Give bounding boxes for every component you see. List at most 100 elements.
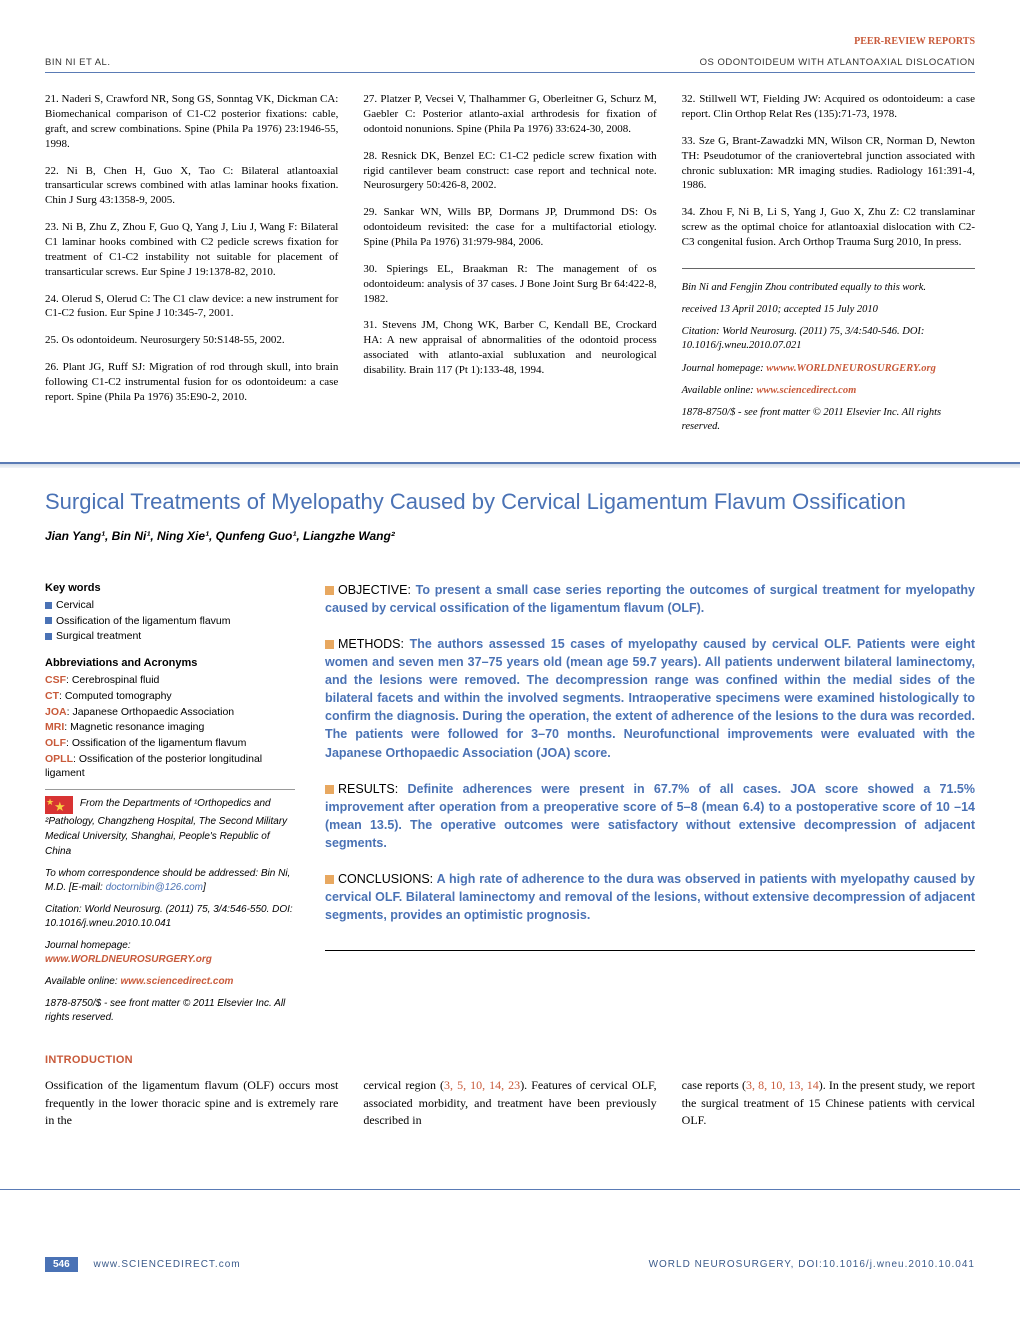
abbreviation-item: JOA: Japanese Orthopaedic Association — [45, 705, 295, 720]
bullet-icon — [325, 785, 334, 794]
abstract-divider — [325, 950, 975, 951]
references-col-3: 32. Stillwell WT, Fielding JW: Acquired … — [682, 92, 975, 442]
body-text-span: cervical region ( — [363, 1078, 444, 1092]
references-col-1: 21. Naderi S, Crawford NR, Song GS, Sonn… — [45, 92, 338, 442]
abbreviation-item: MRI: Magnetic resonance imaging — [45, 720, 295, 735]
section-divider — [0, 462, 1020, 468]
abbr-term: JOA — [45, 706, 67, 718]
reference-item: 32. Stillwell WT, Fielding JW: Acquired … — [682, 92, 975, 122]
abbr-def: Japanese Orthopaedic Association — [72, 706, 234, 718]
header-article-title: OS ODONTOIDEUM WITH ATLANTOAXIAL DISLOCA… — [700, 56, 975, 70]
abbr-def: Ossification of the ligamentum flavum — [72, 737, 247, 749]
header-authors: BIN NI ET AL. — [45, 56, 110, 70]
footer-site: www.SCIENCEDIRECT.com — [93, 1259, 240, 1270]
abstract-label: METHODS: — [338, 637, 404, 651]
homepage-label: Journal homepage: — [682, 363, 767, 374]
introduction-heading: INTRODUCTION — [45, 1053, 975, 1069]
abbr-term: OPLL — [45, 753, 73, 765]
bullet-icon — [325, 586, 334, 595]
reference-item: 22. Ni B, Chen H, Guo X, Tao C: Bilatera… — [45, 164, 338, 209]
available-label: Available online: — [682, 385, 757, 396]
header-peer-review: PEER-REVIEW REPORTS — [45, 35, 975, 50]
affiliation-text: From the Departments of ¹Orthopedics and… — [45, 798, 287, 857]
citation-info: Citation: World Neurosurg. (2011) 75, 3/… — [45, 903, 295, 931]
article-title: Surgical Treatments of Myelopathy Caused… — [45, 486, 975, 518]
abbr-def: Magnetic resonance imaging — [70, 721, 204, 733]
page-footer: 546 www.SCIENCEDIRECT.com WORLD NEUROSUR… — [45, 1250, 975, 1273]
abbreviations-heading: Abbreviations and Acronyms — [45, 656, 295, 671]
references-section: 21. Naderi S, Crawford NR, Song GS, Sonn… — [45, 77, 975, 462]
footer-divider — [0, 1189, 1020, 1190]
sciencedirect-link[interactable]: www.sciencedirect.com — [756, 385, 856, 396]
reference-item: 30. Spierings EL, Braakman R: The manage… — [363, 262, 656, 307]
abbr-def: Cerebrospinal fluid — [72, 674, 160, 686]
bullet-icon — [325, 640, 334, 649]
bullet-icon — [45, 633, 52, 640]
keyword-text: Cervical — [56, 599, 94, 611]
abbr-term: OLF — [45, 737, 66, 749]
abstract-label: RESULTS: — [338, 782, 398, 796]
abstract-label: CONCLUSIONS: — [338, 872, 433, 886]
abstract-section: OBJECTIVE: To present a small case serie… — [325, 581, 975, 1034]
reference-item: 24. Olerud S, Olerud C: The C1 claw devi… — [45, 292, 338, 322]
bullet-icon — [45, 617, 52, 624]
reference-links[interactable]: 3, 5, 10, 14, 23 — [444, 1078, 520, 1092]
homepage-info: Journal homepage: www.WORLDNEUROSURGERY.… — [45, 939, 295, 967]
keyword-item: Ossification of the ligamentum flavum — [45, 614, 295, 629]
reference-item: 21. Naderi S, Crawford NR, Song GS, Sonn… — [45, 92, 338, 151]
abbr-term: CSF — [45, 674, 66, 686]
available-info: Available online: www.sciencedirect.com — [45, 975, 295, 989]
abstract-text: To present a small case series reporting… — [325, 583, 975, 615]
contribution-note: Bin Ni and Fengjin Zhou contributed equa… — [682, 281, 975, 295]
abbreviation-item: OPLL: Ossification of the posterior long… — [45, 752, 295, 781]
journal-homepage: Journal homepage: wwww.WORLDNEUROSURGERY… — [682, 362, 975, 376]
keyword-item: Cervical — [45, 598, 295, 613]
homepage-link[interactable]: wwww.WORLDNEUROSURGERY.org — [766, 363, 936, 374]
abstract-label: OBJECTIVE: — [338, 583, 411, 597]
reference-item: 25. Os odontoideum. Neurosurgery 50:S148… — [45, 333, 338, 348]
bullet-icon — [45, 602, 52, 609]
abstract-methods: METHODS: The authors assessed 15 cases o… — [325, 635, 975, 762]
reference-item: 23. Ni B, Zhu Z, Zhou F, Guo Q, Yang J, … — [45, 220, 338, 279]
reference-item: 26. Plant JG, Ruff SJ: Migration of rod … — [45, 360, 338, 405]
received-date: received 13 April 2010; accepted 15 July… — [682, 303, 975, 317]
email-link[interactable]: doctornibin@126.com — [106, 882, 203, 893]
body-text-span: case reports ( — [682, 1078, 746, 1092]
sidebar: Key words Cervical Ossification of the l… — [45, 581, 295, 1034]
reference-item: 27. Platzer P, Vecsei V, Thalhammer G, O… — [363, 92, 656, 137]
available-label: Available online: — [45, 976, 120, 987]
correspondence: To whom correspondence should be address… — [45, 867, 295, 895]
abbr-term: MRI — [45, 721, 64, 733]
keyword-text: Ossification of the ligamentum flavum — [56, 615, 231, 627]
reference-item: 33. Sze G, Brant-Zawadzki MN, Wilson CR,… — [682, 134, 975, 193]
reference-item: 34. Zhou F, Ni B, Li S, Yang J, Guo X, Z… — [682, 205, 975, 250]
sciencedirect-link[interactable]: www.sciencedirect.com — [120, 976, 233, 987]
bullet-icon — [325, 875, 334, 884]
keyword-text: Surgical treatment — [56, 630, 141, 642]
abbr-term: CT — [45, 690, 59, 702]
abstract-conclusions: CONCLUSIONS: A high rate of adherence to… — [325, 870, 975, 924]
available-online: Available online: www.sciencedirect.com — [682, 384, 975, 398]
reference-item: 31. Stevens JM, Chong WK, Barber C, Kend… — [363, 318, 656, 377]
abbreviation-item: CSF: Cerebrospinal fluid — [45, 673, 295, 688]
citation-text: Citation: World Neurosurg. (2011) 75, 3/… — [682, 325, 975, 353]
homepage-label: Journal homepage: — [45, 940, 131, 951]
body-col-3: case reports (3, 8, 10, 13, 14). In the … — [682, 1077, 975, 1129]
body-col-2: cervical region (3, 5, 10, 14, 23). Feat… — [363, 1077, 656, 1129]
references-col-2: 27. Platzer P, Vecsei V, Thalhammer G, O… — [363, 92, 656, 442]
footer-journal: WORLD NEUROSURGERY, DOI:10.1016/j.wneu.2… — [649, 1258, 975, 1273]
reference-links[interactable]: 3, 8, 10, 13, 14 — [746, 1078, 819, 1092]
copyright-info: 1878-8750/$ - see front matter © 2011 El… — [45, 997, 295, 1025]
abstract-text: The authors assessed 15 cases of myelopa… — [325, 637, 975, 760]
homepage-link[interactable]: www.WORLDNEUROSURGERY.org — [45, 954, 212, 965]
running-header: BIN NI ET AL. OS ODONTOIDEUM WITH ATLANT… — [45, 56, 975, 74]
keyword-item: Surgical treatment — [45, 629, 295, 644]
abbr-def: Ossification of the posterior longitudin… — [45, 753, 262, 780]
abbreviation-item: CT: Computed tomography — [45, 689, 295, 704]
copyright-text: 1878-8750/$ - see front matter © 2011 El… — [682, 406, 975, 434]
abstract-results: RESULTS: Definite adherences were presen… — [325, 780, 975, 853]
article-authors: Jian Yang¹, Bin Ni¹, Ning Xie¹, Qunfeng … — [45, 528, 975, 545]
corr-end: ] — [203, 882, 206, 893]
abbr-def: Computed tomography — [65, 690, 172, 702]
page-number: 546 — [45, 1257, 78, 1272]
